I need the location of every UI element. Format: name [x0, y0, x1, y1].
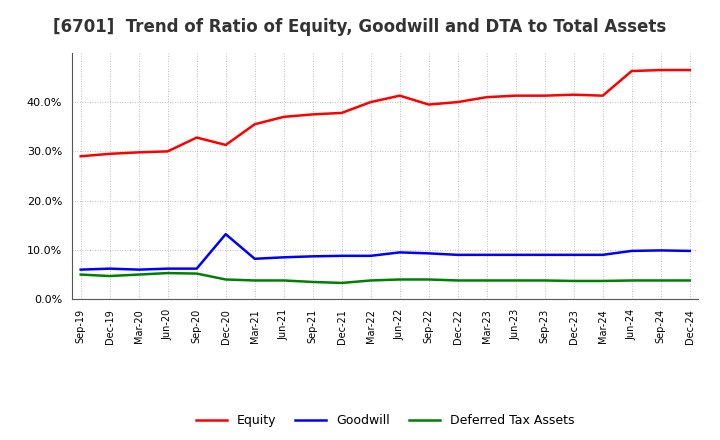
Goodwill: [482, 252, 491, 257]
Deferred Tax Assets: [541, 278, 549, 283]
Deferred Tax Assets: [598, 279, 607, 284]
Equity: [395, 93, 404, 98]
Goodwill: [598, 252, 607, 257]
Deferred Tax Assets: [338, 280, 346, 286]
Equity: [338, 110, 346, 116]
Goodwill: [135, 267, 143, 272]
Equity: [541, 93, 549, 98]
Goodwill: [105, 266, 114, 271]
Goodwill: [685, 248, 694, 253]
Equity: [76, 154, 85, 159]
Deferred Tax Assets: [627, 278, 636, 283]
Equity: [308, 112, 317, 117]
Deferred Tax Assets: [570, 279, 578, 284]
Deferred Tax Assets: [135, 272, 143, 277]
Goodwill: [76, 267, 85, 272]
Goodwill: [163, 266, 172, 271]
Line: Goodwill: Goodwill: [81, 234, 690, 270]
Equity: [657, 67, 665, 73]
Goodwill: [511, 252, 520, 257]
Deferred Tax Assets: [279, 278, 288, 283]
Line: Equity: Equity: [81, 70, 690, 156]
Deferred Tax Assets: [424, 277, 433, 282]
Equity: [192, 135, 201, 140]
Text: [6701]  Trend of Ratio of Equity, Goodwill and DTA to Total Assets: [6701] Trend of Ratio of Equity, Goodwil…: [53, 18, 667, 36]
Equity: [570, 92, 578, 97]
Goodwill: [541, 252, 549, 257]
Goodwill: [279, 255, 288, 260]
Goodwill: [395, 250, 404, 255]
Equity: [135, 150, 143, 155]
Goodwill: [366, 253, 375, 258]
Deferred Tax Assets: [454, 278, 462, 283]
Equity: [366, 99, 375, 105]
Deferred Tax Assets: [308, 279, 317, 285]
Equity: [454, 99, 462, 105]
Deferred Tax Assets: [482, 278, 491, 283]
Equity: [251, 121, 259, 127]
Equity: [424, 102, 433, 107]
Equity: [511, 93, 520, 98]
Goodwill: [627, 248, 636, 253]
Goodwill: [221, 231, 230, 237]
Line: Deferred Tax Assets: Deferred Tax Assets: [81, 273, 690, 283]
Equity: [598, 93, 607, 98]
Deferred Tax Assets: [366, 278, 375, 283]
Goodwill: [192, 266, 201, 271]
Equity: [279, 114, 288, 120]
Deferred Tax Assets: [395, 277, 404, 282]
Deferred Tax Assets: [685, 278, 694, 283]
Goodwill: [251, 256, 259, 261]
Equity: [685, 67, 694, 73]
Goodwill: [657, 248, 665, 253]
Equity: [221, 142, 230, 147]
Deferred Tax Assets: [511, 278, 520, 283]
Equity: [482, 95, 491, 100]
Goodwill: [424, 251, 433, 256]
Equity: [105, 151, 114, 157]
Goodwill: [454, 252, 462, 257]
Deferred Tax Assets: [163, 271, 172, 276]
Equity: [163, 149, 172, 154]
Deferred Tax Assets: [105, 273, 114, 279]
Goodwill: [308, 254, 317, 259]
Deferred Tax Assets: [221, 277, 230, 282]
Equity: [627, 68, 636, 73]
Deferred Tax Assets: [76, 272, 85, 277]
Legend: Equity, Goodwill, Deferred Tax Assets: Equity, Goodwill, Deferred Tax Assets: [191, 409, 580, 432]
Deferred Tax Assets: [192, 271, 201, 276]
Deferred Tax Assets: [251, 278, 259, 283]
Goodwill: [570, 252, 578, 257]
Deferred Tax Assets: [657, 278, 665, 283]
Goodwill: [338, 253, 346, 258]
